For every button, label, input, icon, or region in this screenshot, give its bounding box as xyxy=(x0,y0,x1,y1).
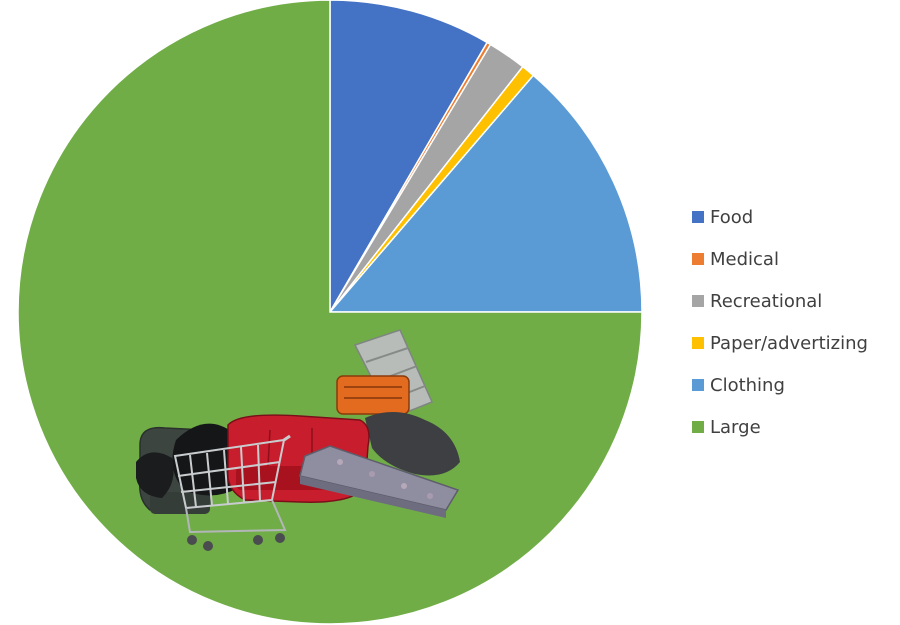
legend-item-medical: Medical xyxy=(692,238,868,280)
legend-label: Paper/advertizing xyxy=(710,332,868,354)
garbage-bag-small xyxy=(136,452,174,498)
pie-slices xyxy=(17,0,643,625)
legend-swatch xyxy=(692,253,704,265)
pie-slice-food xyxy=(329,0,489,315)
legend-label: Medical xyxy=(710,248,779,270)
legend-label: Large xyxy=(710,416,761,438)
legend-swatch xyxy=(692,421,704,433)
dark-bag xyxy=(365,411,460,476)
chart-legend: Food Medical Recreational Paper/advertiz… xyxy=(692,196,868,448)
legend-item-large: Large xyxy=(692,406,868,448)
legend-swatch xyxy=(692,337,704,349)
legend-item-clothing: Clothing xyxy=(692,364,868,406)
mattress xyxy=(299,445,460,518)
legend-label: Recreational xyxy=(710,290,823,312)
legend-item-paper: Paper/advertizing xyxy=(692,322,868,364)
legend-swatch xyxy=(692,379,704,391)
shopping-cart xyxy=(173,434,291,534)
pie-slice-clothing xyxy=(328,74,643,313)
legend-item-food: Food xyxy=(692,196,868,238)
cart-wheels xyxy=(187,533,285,551)
legend-swatch xyxy=(692,295,704,307)
legend-label: Food xyxy=(710,206,754,228)
legend-item-recreational: Recreational xyxy=(692,280,868,322)
legend-swatch xyxy=(692,211,704,223)
bulky-waste-illustration xyxy=(136,329,460,551)
legend-label: Clothing xyxy=(710,374,785,396)
orange-suitcase xyxy=(336,375,410,415)
